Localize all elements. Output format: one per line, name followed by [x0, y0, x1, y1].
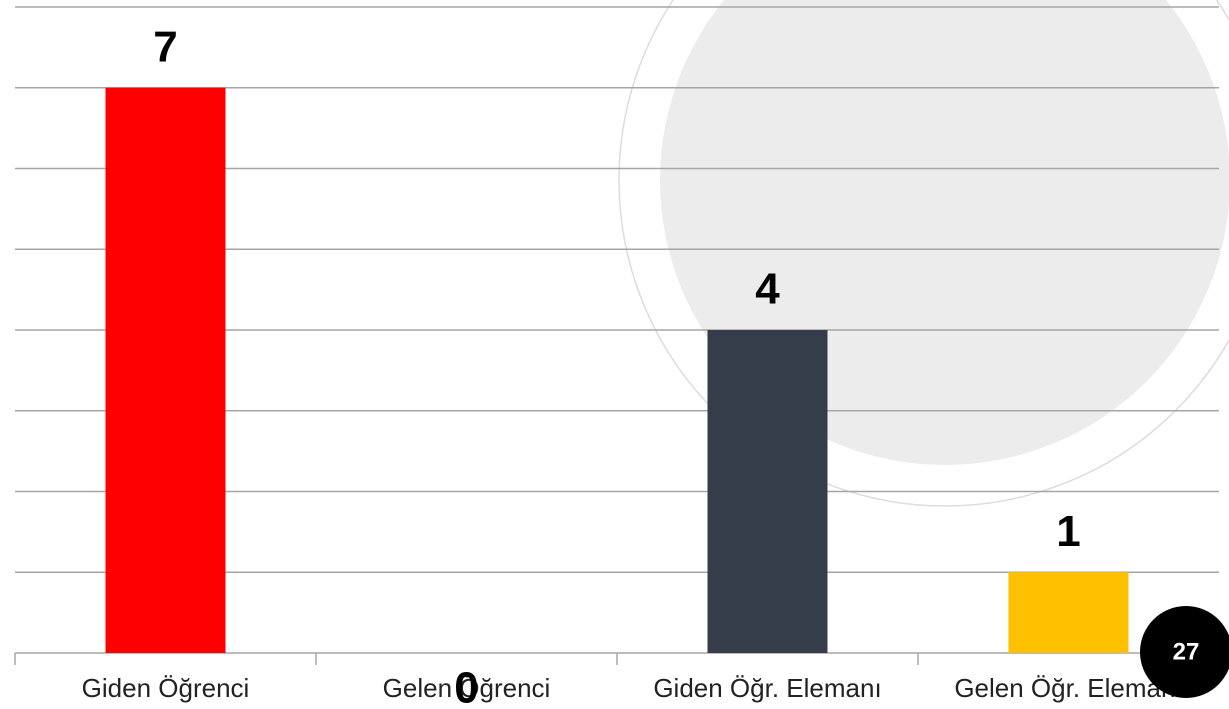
value-label: 0	[454, 664, 478, 709]
x-tick-label: Gelen Öğr. Elemanı	[954, 673, 1182, 703]
x-tick-label: Giden Öğrenci	[82, 673, 250, 703]
value-label: 1	[1056, 507, 1080, 556]
x-tick-label: Gelen Öğrenci	[383, 673, 551, 703]
bar	[105, 87, 226, 653]
x-tick-label: Giden Öğr. Elemanı	[653, 673, 881, 703]
background-ring	[618, 0, 1229, 507]
page-number: 27	[1173, 638, 1200, 665]
bar	[707, 330, 828, 653]
page-badge	[1140, 606, 1229, 698]
value-label: 7	[153, 22, 177, 71]
value-label: 4	[755, 265, 780, 314]
bar	[1008, 572, 1129, 653]
